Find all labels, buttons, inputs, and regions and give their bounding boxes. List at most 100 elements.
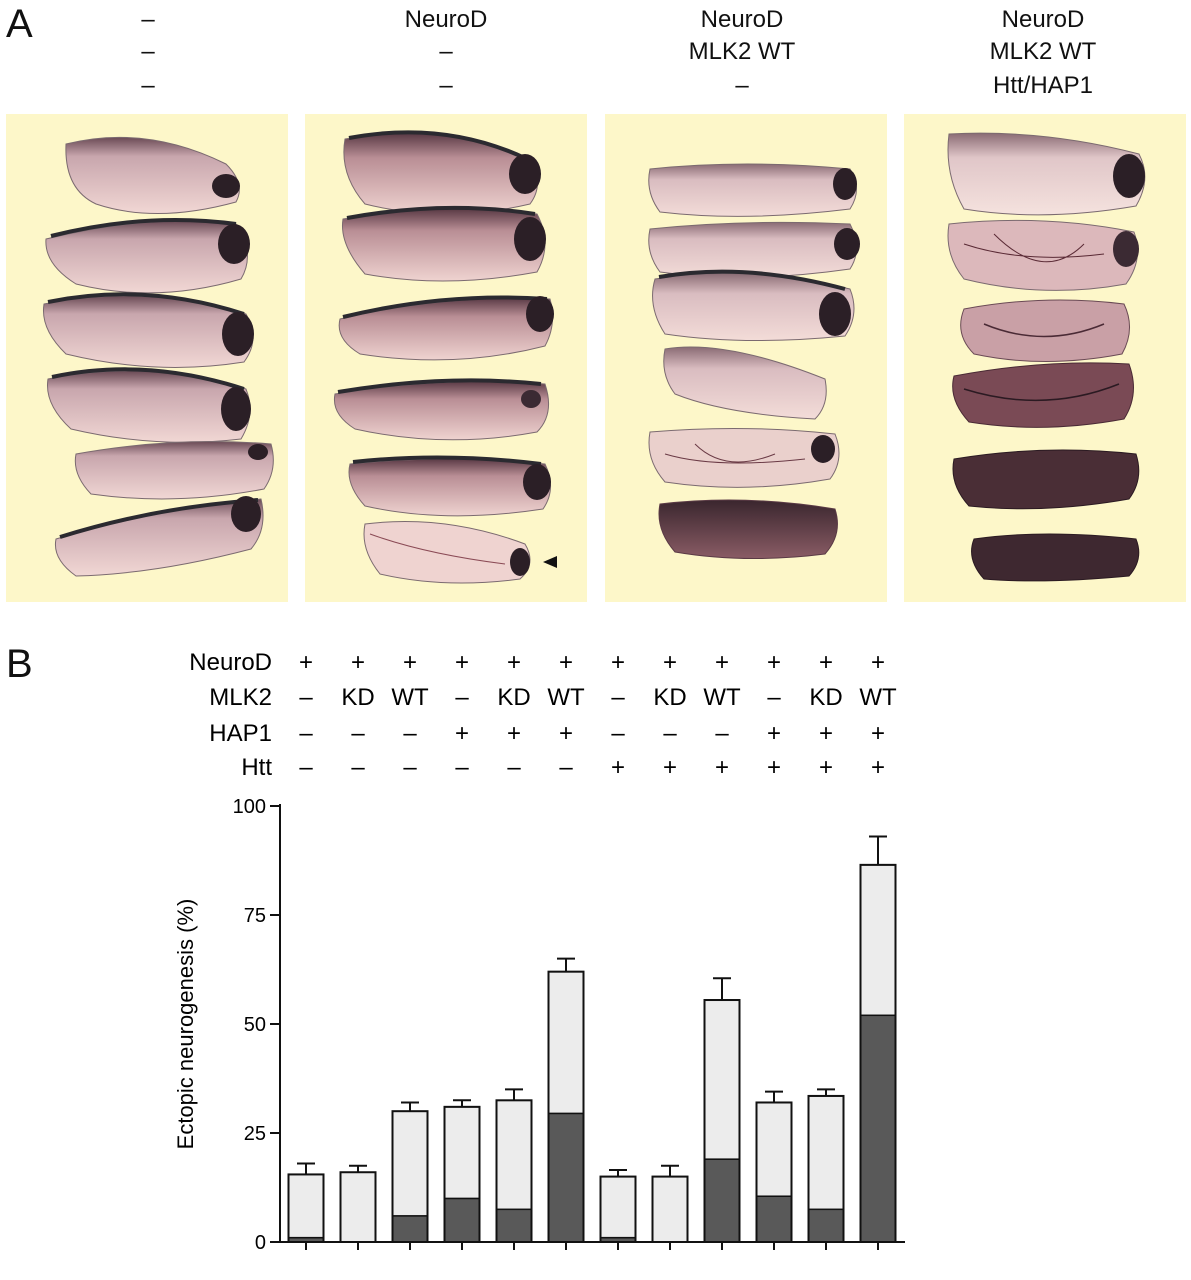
embryo-2-1 [343, 130, 541, 215]
condition-cell: + [299, 649, 313, 676]
condition-row-label: Htt [241, 754, 272, 781]
condition-cell: – [507, 754, 521, 781]
condition-cell: + [715, 754, 729, 781]
embryo-4-2 [947, 219, 1139, 291]
condition-cell: – [299, 684, 313, 711]
condition-cell: + [455, 649, 469, 676]
embryo-3-4 [663, 346, 827, 420]
condition-cell: – [351, 754, 365, 781]
condition-cell: + [819, 754, 833, 781]
condition-cell: – [767, 684, 781, 711]
condition-cell: – [351, 720, 365, 747]
x-tick-label: 3 [404, 1257, 415, 1260]
condition-cell: + [559, 649, 573, 676]
embryo-2-2 [341, 205, 546, 282]
bar-chart: NeuroD + + + + + + + + + + + +MLK2– KD WT – KD WT – KD WT – KD… [173, 649, 905, 1260]
embryo-1-3 [42, 292, 254, 368]
bar-segment-dark [443, 1197, 481, 1243]
y-tick-label: 100 [233, 796, 266, 818]
embryo-3-6 [658, 499, 838, 560]
embryo-1-4 [46, 367, 251, 443]
col3-line1: NeuroD [700, 6, 784, 33]
x-tick-label: 12 [867, 1257, 889, 1260]
bar-segment-light [703, 999, 741, 1160]
condition-cell: KD [653, 684, 686, 711]
condition-cell: – [455, 684, 469, 711]
y-axis-label: Ectopic neurogenesis (%) [173, 899, 198, 1150]
condition-cell: + [871, 754, 885, 781]
condition-cell: WT [547, 684, 585, 711]
embryo-2-5 [348, 455, 551, 517]
condition-cell: + [871, 649, 885, 676]
condition-table: NeuroD + + + + + + + + + + + +MLK2– KD WT – KD WT – KD WT – KD… [189, 649, 897, 781]
condition-cell: + [455, 720, 469, 747]
condition-cell: KD [497, 684, 530, 711]
condition-cell: KD [341, 684, 374, 711]
bar-segment-light [443, 1106, 481, 1200]
panel-b-letter: B [6, 642, 33, 686]
condition-row-label: HAP1 [209, 720, 272, 747]
condition-cell: WT [391, 684, 429, 711]
condition-cell: – [455, 754, 469, 781]
x-tick-label: 11 [816, 1257, 837, 1260]
condition-cell: + [767, 720, 781, 747]
y-tick-label: 25 [244, 1123, 266, 1145]
x-tick-label: 8 [664, 1257, 675, 1260]
x-tick-label: 7 [612, 1257, 623, 1260]
condition-cell: + [767, 754, 781, 781]
x-tick-label: 5 [508, 1257, 519, 1260]
bar-segment-light [859, 864, 897, 1017]
embryo-photo-4 [904, 114, 1186, 602]
bar-segment-light [755, 1101, 793, 1197]
x-tick-label: 10 [763, 1257, 785, 1260]
embryo-3-3 [652, 269, 855, 342]
col4-line2: MLK2 WT [989, 38, 1097, 65]
col2-line3: – [439, 72, 453, 99]
y-tick-label: 50 [244, 1014, 266, 1036]
condition-cell: – [403, 720, 417, 747]
chart-bars: 123456789101112 [287, 835, 897, 1260]
col1-line3: – [141, 72, 155, 99]
x-tick-label: 9 [716, 1257, 727, 1260]
embryo-4-6 [971, 533, 1140, 582]
embryo-2-4 [333, 378, 550, 441]
embryo-4-5 [952, 449, 1140, 510]
condition-cell: + [559, 720, 573, 747]
bar-segment-light [391, 1110, 429, 1217]
x-tick-label: 6 [560, 1257, 571, 1260]
condition-cell: – [559, 754, 573, 781]
condition-cell: + [611, 754, 625, 781]
embryo-4-3 [960, 299, 1130, 362]
bar-segment-light [807, 1095, 845, 1211]
condition-cell: + [611, 649, 625, 676]
condition-row-label: NeuroD [189, 649, 272, 676]
bar-segment-dark [755, 1195, 793, 1243]
embryo-2-6 [363, 521, 531, 584]
col3-line2: MLK2 WT [688, 38, 796, 65]
condition-cell: – [299, 754, 313, 781]
y-tick-label: 0 [255, 1232, 266, 1254]
col4-line3: Htt/HAP1 [992, 72, 1094, 99]
condition-cell: + [507, 649, 521, 676]
condition-cell: KD [809, 684, 842, 711]
y-tick-label: 75 [244, 905, 266, 927]
embryo-1-5 [74, 441, 274, 500]
condition-cell: – [663, 720, 677, 747]
condition-cell: + [871, 720, 885, 747]
condition-cell: + [351, 649, 365, 676]
chart-axes: 0 25 50 75 100 Ectopic neurogenesis (%) [173, 796, 905, 1254]
x-tick-label: 1 [300, 1257, 311, 1260]
condition-cell: + [663, 754, 677, 781]
bar-segment-dark [495, 1208, 533, 1243]
embryo-1-1 [65, 136, 240, 215]
embryo-1-6 [54, 496, 264, 577]
bar-segment-light [495, 1099, 533, 1211]
bar-segment-light [547, 970, 585, 1115]
condition-cell: – [611, 720, 625, 747]
col2-line2: – [439, 38, 453, 65]
x-tick-label: 2 [352, 1257, 363, 1260]
embryo-3-2 [648, 221, 860, 278]
bar-segment-light [599, 1175, 637, 1239]
col3-line3: – [735, 72, 749, 99]
condition-cell: – [715, 720, 729, 747]
